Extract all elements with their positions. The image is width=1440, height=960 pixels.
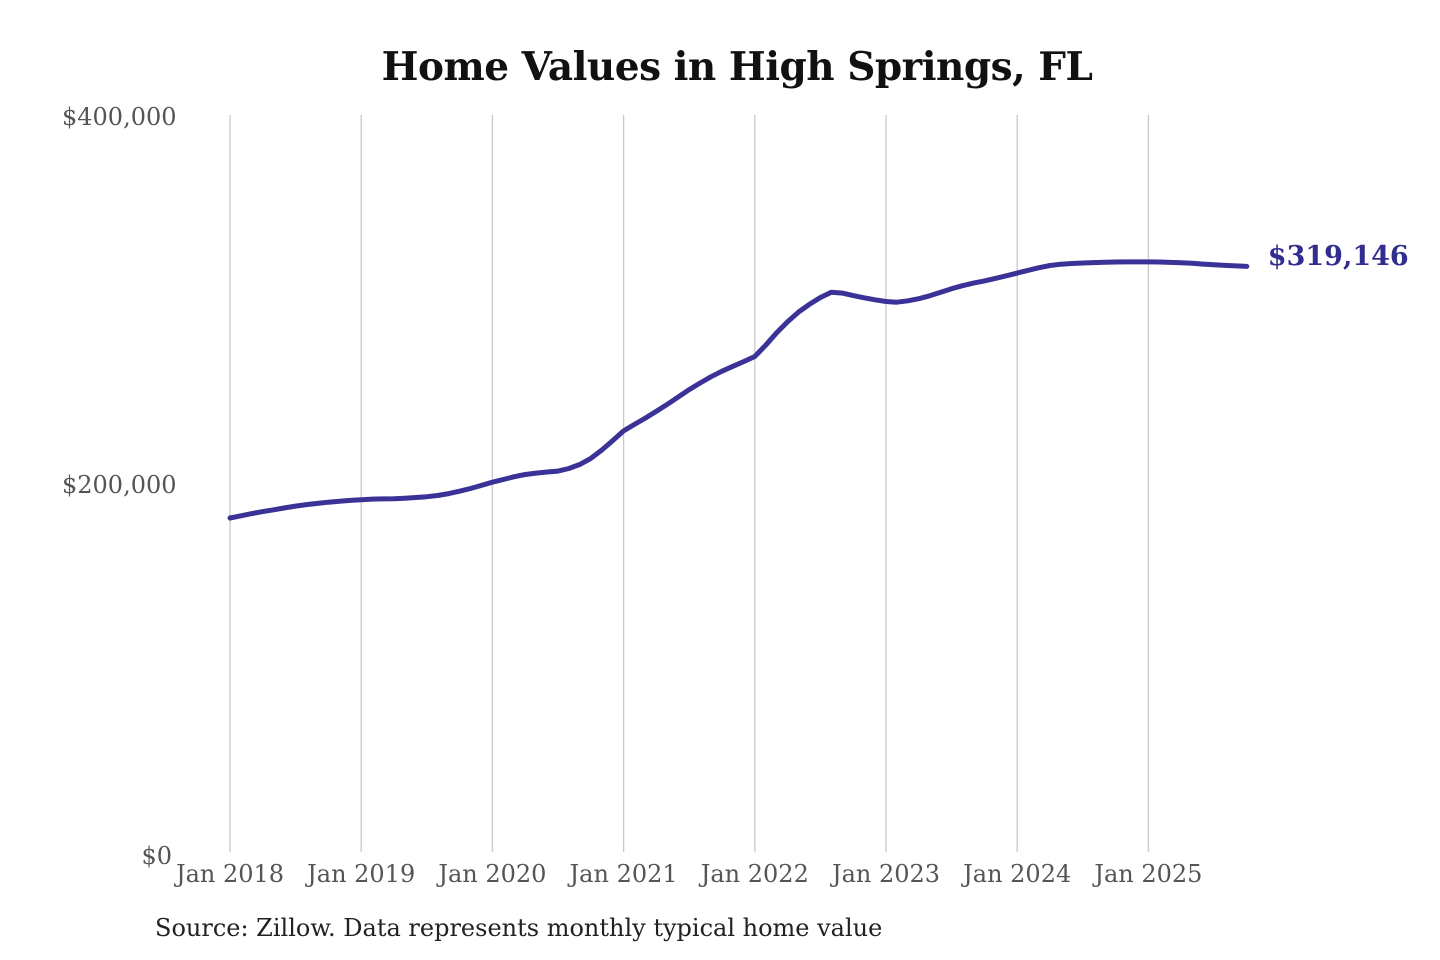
y-axis-tick-label: $0 [141, 842, 172, 870]
x-axis-tick-label: Jan 2022 [700, 860, 809, 888]
y-axis-tick-label: $200,000 [62, 471, 177, 499]
x-axis-tick-label: Jan 2019 [307, 860, 416, 888]
end-value-label: $319,146 [1267, 241, 1409, 273]
chart-title: Home Values in High Springs, FL [381, 44, 1093, 90]
x-axis-tick-label: Jan 2024 [963, 860, 1072, 888]
x-axis-tick-label: Jan 2023 [831, 860, 941, 888]
y-axis-tick-label: $400,000 [62, 103, 177, 131]
source-note: Source: Zillow. Data represents monthly … [155, 914, 883, 942]
x-axis-tick-label: Jan 2020 [438, 860, 547, 888]
x-axis-tick-label: Jan 2025 [1094, 860, 1203, 888]
x-axis: Jan 2018 Jan 2019 Jan 2020 Jan 2021 Jan 2022… [0, 860, 1440, 890]
home-value-line [227, 259, 1250, 521]
x-axis-tick-label: Jan 2018 [175, 860, 285, 888]
x-axis-tick-label: Jan 2021 [569, 860, 678, 888]
